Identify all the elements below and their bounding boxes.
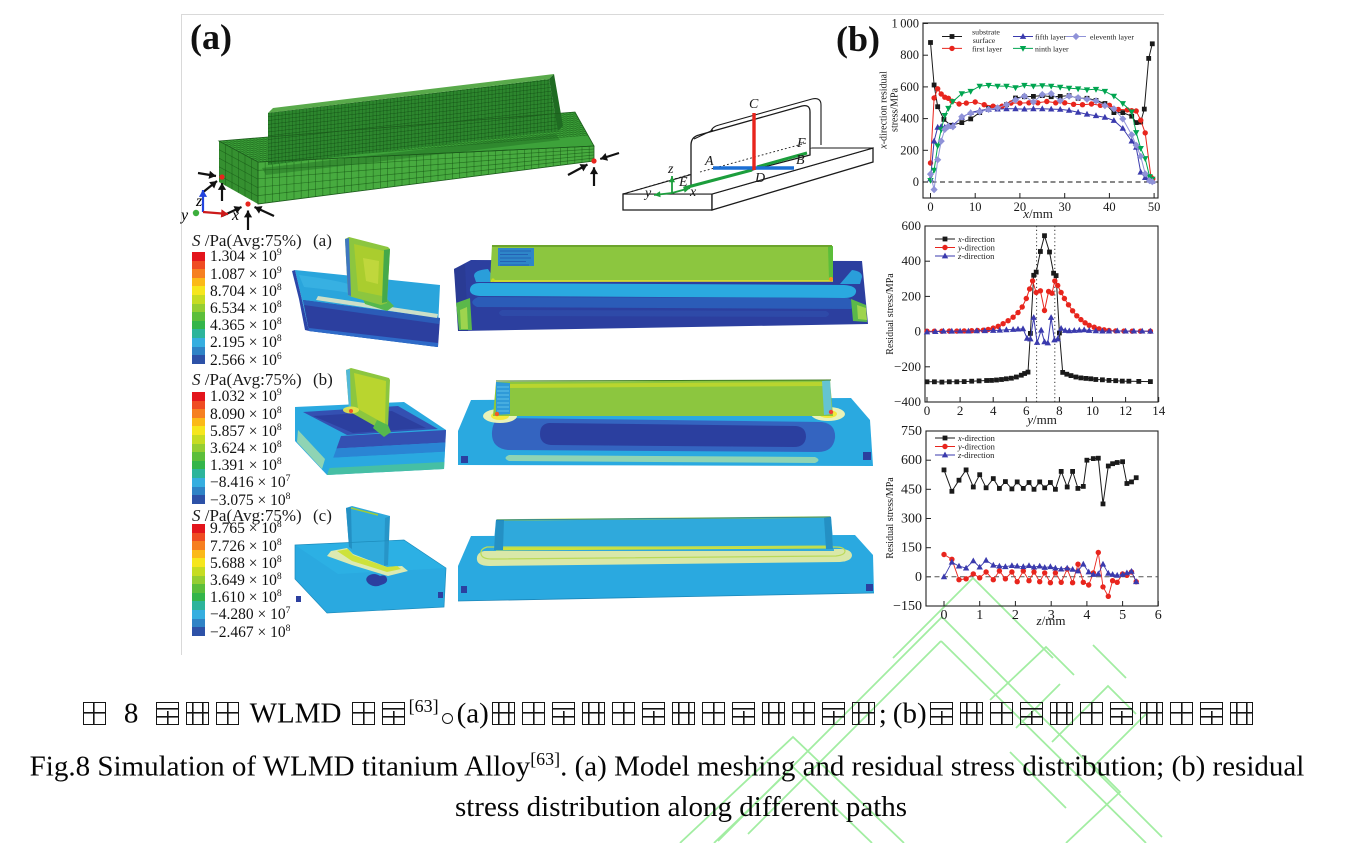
svg-text:600: 600 (900, 80, 919, 94)
svg-text:600: 600 (902, 218, 922, 233)
svg-text:F: F (796, 136, 806, 151)
svg-text:6: 6 (1155, 608, 1162, 623)
svg-text:0: 0 (915, 570, 922, 585)
svg-text:6: 6 (1023, 403, 1030, 418)
svg-text:400: 400 (902, 253, 922, 268)
svg-text:first layer: first layer (972, 45, 1002, 54)
svg-text:−400: −400 (894, 394, 921, 409)
svg-text:ninth layer: ninth layer (1035, 45, 1069, 54)
svg-text:y: y (180, 207, 189, 224)
svg-text:40: 40 (1103, 200, 1116, 214)
svg-text:10: 10 (969, 200, 982, 214)
svg-text:z-direction: z-direction (957, 450, 995, 460)
svg-text:0: 0 (913, 175, 919, 189)
svg-text:fifth layer: fifth layer (1035, 33, 1066, 42)
svg-text:Residual stress/MPa: Residual stress/MPa (885, 477, 896, 559)
svg-text:600: 600 (901, 453, 922, 468)
svg-text:0: 0 (924, 403, 931, 418)
svg-text:0: 0 (941, 608, 948, 623)
svg-text:y-direction: y-direction (957, 243, 996, 253)
svg-text:z/mm: z/mm (1036, 613, 1066, 628)
svg-text:stress/MPa: stress/MPa (890, 88, 901, 132)
svg-text:z-direction: z-direction (957, 251, 995, 261)
svg-text:20: 20 (1014, 200, 1027, 214)
svg-text:−200: −200 (894, 359, 921, 374)
svg-text:D: D (754, 171, 765, 186)
svg-text:2: 2 (957, 403, 964, 418)
svg-text:3: 3 (1048, 608, 1055, 623)
svg-text:2: 2 (1012, 608, 1019, 623)
svg-text:0: 0 (915, 324, 922, 339)
svg-text:y/mm: y/mm (1025, 412, 1057, 427)
svg-text:Residual stress/MPa: Residual stress/MPa (885, 273, 896, 355)
svg-text:y-direction: y-direction (957, 442, 996, 452)
svg-text:4: 4 (990, 403, 997, 418)
svg-text:−150: −150 (893, 599, 922, 614)
svg-text:50: 50 (1148, 200, 1161, 214)
svg-text:y: y (643, 186, 652, 201)
svg-text:200: 200 (900, 143, 919, 157)
svg-text:14: 14 (1152, 403, 1166, 418)
svg-text:400: 400 (900, 112, 919, 126)
svg-text:450: 450 (901, 482, 922, 497)
svg-text:substrate: substrate (972, 28, 1000, 37)
svg-text:x: x (231, 207, 239, 224)
svg-text:surface: surface (973, 36, 996, 45)
svg-text:12: 12 (1119, 403, 1132, 418)
svg-text:10: 10 (1086, 403, 1099, 418)
svg-text:800: 800 (900, 48, 919, 62)
svg-text:1: 1 (976, 608, 983, 623)
svg-text:1 000: 1 000 (891, 17, 919, 31)
svg-text:8: 8 (1056, 403, 1063, 418)
svg-text:150: 150 (901, 541, 922, 556)
svg-text:300: 300 (901, 512, 922, 527)
svg-text:30: 30 (1058, 200, 1071, 214)
svg-text:x-direction: x-direction (957, 234, 996, 244)
svg-text:eleventh layer: eleventh layer (1090, 33, 1134, 42)
svg-text:5: 5 (1119, 608, 1126, 623)
svg-text:x-direction residual: x-direction residual (879, 71, 890, 150)
svg-text:x-direction: x-direction (957, 433, 996, 443)
svg-text:z: z (667, 162, 674, 177)
svg-text:200: 200 (902, 288, 922, 303)
svg-text:0: 0 (927, 200, 933, 214)
svg-text:4: 4 (1083, 608, 1090, 623)
svg-text:C: C (749, 97, 759, 112)
svg-text:A: A (704, 154, 714, 169)
svg-text:B: B (796, 153, 805, 168)
svg-text:E: E (678, 175, 688, 190)
svg-text:z: z (195, 193, 203, 210)
svg-text:750: 750 (901, 424, 922, 439)
svg-text:x/mm: x/mm (1022, 206, 1053, 221)
svg-text:x: x (689, 185, 697, 200)
